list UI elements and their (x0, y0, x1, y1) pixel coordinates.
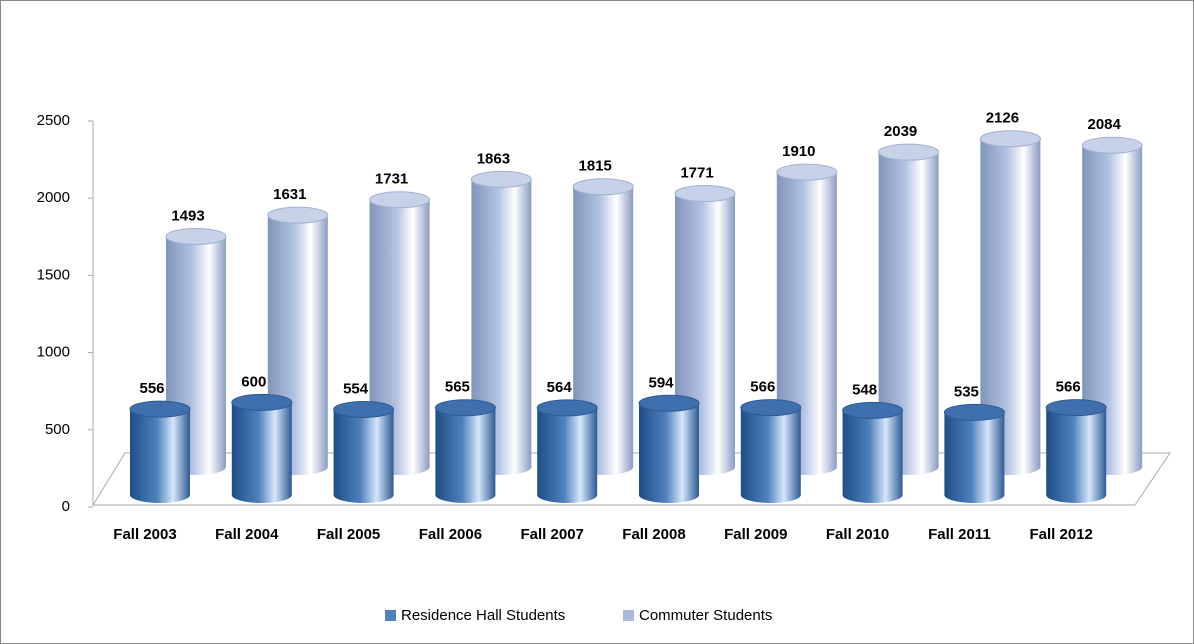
data-label: 565 (445, 379, 470, 396)
cylinder-top (572, 178, 634, 196)
cylinder-top (674, 185, 736, 203)
cylinder-top (1045, 399, 1107, 417)
cylinder (471, 179, 532, 476)
cylinder (537, 407, 598, 503)
cylinder (231, 402, 292, 503)
data-label: 556 (139, 380, 164, 397)
cylinder (1046, 407, 1107, 503)
data-label: 1910 (782, 143, 815, 160)
cylinder-top (267, 206, 329, 224)
x-tick-label: Fall 2008 (622, 526, 685, 543)
cylinder-top (369, 191, 431, 209)
data-label: 566 (750, 379, 775, 396)
cylinder-top (638, 394, 700, 412)
cylinder (435, 407, 496, 503)
data-label: 566 (1056, 379, 1081, 396)
legend-swatch (385, 610, 396, 621)
cylinder-top (776, 163, 838, 181)
x-tick-label: Fall 2010 (826, 526, 889, 543)
cylinder-top (979, 130, 1041, 148)
x-tick-label: Fall 2004 (215, 526, 279, 543)
cylinder-top (1081, 136, 1143, 154)
x-tick-label: Fall 2003 (113, 526, 176, 543)
x-tick-label: Fall 2007 (521, 526, 584, 543)
y-tick-label: 0 (62, 498, 70, 515)
y-tick-label: 2000 (37, 189, 70, 206)
data-label: 1771 (680, 165, 713, 182)
data-label: 1863 (477, 150, 510, 167)
data-label: 1731 (375, 171, 408, 188)
data-label: 594 (648, 374, 674, 391)
data-label: 548 (852, 381, 877, 398)
cylinder-top (943, 403, 1005, 421)
data-label: 554 (343, 380, 369, 397)
cylinder (842, 410, 903, 503)
cylinder (878, 152, 939, 475)
x-tick-label: Fall 2011 (928, 526, 991, 543)
data-label: 1631 (273, 186, 306, 203)
x-tick-label: Fall 2009 (724, 526, 787, 543)
cylinder-top (536, 399, 598, 417)
data-label: 2084 (1088, 116, 1122, 133)
legend-swatch (623, 610, 634, 621)
cylinder-top (129, 400, 191, 418)
cylinder (740, 407, 801, 503)
cylinder-top (878, 143, 940, 161)
cylinder (980, 138, 1041, 475)
cylinder (1082, 145, 1143, 475)
x-tick-label: Fall 2012 (1030, 526, 1093, 543)
cylinder (944, 412, 1005, 503)
data-label: 2039 (884, 123, 917, 140)
x-tick-label: Fall 2006 (419, 526, 482, 543)
legend-label: Residence Hall Students (401, 607, 565, 624)
data-label: 2126 (986, 110, 1019, 127)
cylinder-top (333, 400, 395, 418)
data-label: 535 (954, 383, 979, 400)
cylinder-top (434, 399, 496, 417)
cylinder (776, 172, 837, 475)
cylinder-top (231, 393, 293, 411)
y-tick-label: 500 (45, 421, 70, 438)
cylinder (333, 409, 394, 503)
data-label: 564 (547, 379, 573, 396)
cylinder-top (842, 401, 904, 419)
cylinder (130, 409, 190, 503)
x-tick-label: Fall 2005 (317, 526, 380, 543)
y-tick-label: 1000 (37, 344, 70, 361)
data-label: 1815 (579, 158, 612, 175)
cylinder-top (165, 227, 227, 245)
y-tick-label: 2500 (37, 112, 70, 129)
cylinder (639, 403, 699, 503)
cylinder-top (740, 399, 802, 417)
y-tick-label: 1500 (37, 266, 70, 283)
legend-label: Commuter Students (639, 607, 772, 624)
data-label: 1493 (171, 207, 204, 224)
floor (92, 452, 1171, 506)
cylinder-top (470, 170, 532, 188)
data-label: 600 (241, 373, 266, 390)
